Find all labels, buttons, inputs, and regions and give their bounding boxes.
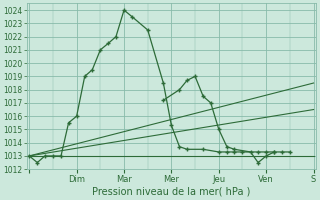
X-axis label: Pression niveau de la mer( hPa ): Pression niveau de la mer( hPa ) (92, 187, 251, 197)
